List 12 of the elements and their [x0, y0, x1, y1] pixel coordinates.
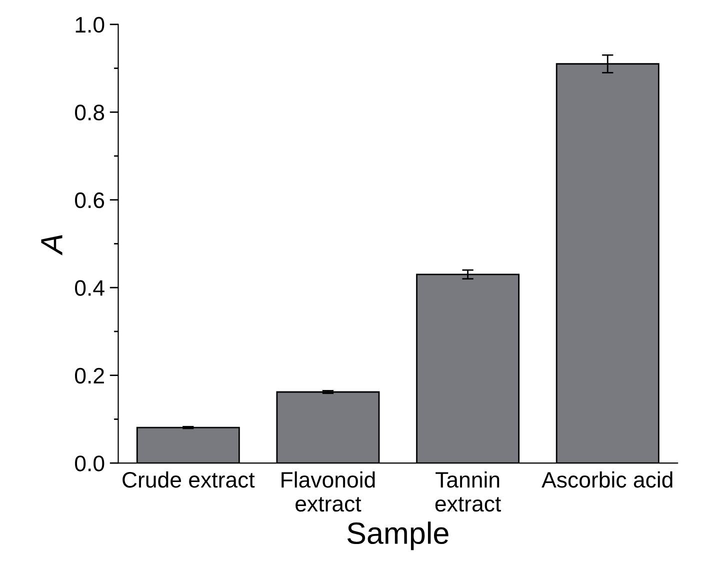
- x-axis-title: Sample: [347, 522, 448, 550]
- y-tick-label: 0.2: [75, 368, 104, 384]
- y-tick-label: 1.0: [76, 16, 104, 33]
- y-axis-title: A: [41, 235, 62, 256]
- y-tick-label: 0.4: [75, 280, 104, 296]
- y-tick-label: 0.0: [75, 456, 104, 472]
- x-tick-label: Crude extract: [122, 471, 255, 488]
- x-tick-label: Ascorbic acid: [542, 471, 672, 488]
- x-tick-label: Tannin extract: [435, 471, 501, 512]
- y-tick-label: 0.6: [75, 192, 104, 208]
- x-tick-label: Flavonoid extract: [282, 471, 375, 512]
- y-tick-label: 0.8: [75, 104, 104, 120]
